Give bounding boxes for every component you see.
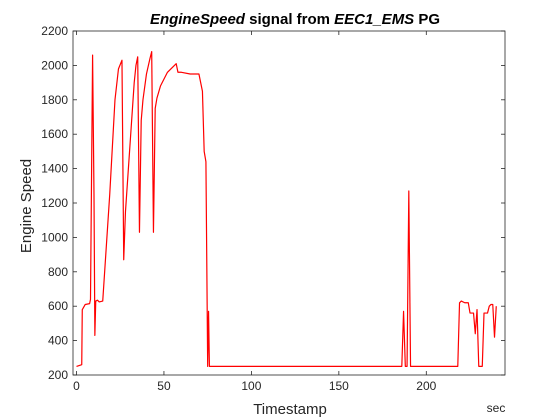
chart-title: EngineSpeed signal from EEC1_EMS PG [150, 11, 440, 28]
y-tick-label: 1000 [41, 230, 68, 244]
x-axis-ticks: 0 50 100 150 200 [73, 31, 437, 393]
y-tick-label: 400 [48, 334, 68, 348]
x-tick-label: 100 [241, 379, 261, 393]
y-tick-label: 1800 [41, 93, 68, 107]
y-tick-label: 600 [48, 299, 68, 313]
y-axis-ticks: 200 400 600 800 1000 1200 1400 1600 1800 2000 2200 [41, 24, 505, 382]
x-axis-title: Timestamp [253, 401, 327, 418]
y-tick-label: 1600 [41, 127, 68, 141]
y-tick-label: 2200 [41, 24, 68, 38]
chart-title-part: signal from [245, 11, 334, 28]
x-axis-unit: sec [487, 401, 506, 415]
chart-title-part: PG [414, 11, 440, 28]
plot-area [72, 30, 506, 376]
x-tick-label: 50 [157, 379, 171, 393]
y-tick-label: 1400 [41, 162, 68, 176]
y-axis-title: Engine Speed [18, 159, 35, 253]
y-tick-label: 800 [48, 265, 68, 279]
x-tick-label: 150 [329, 379, 349, 393]
y-tick-label: 1200 [41, 196, 68, 210]
series-line-0 [76, 51, 497, 367]
y-tick-label: 200 [48, 368, 68, 382]
x-tick-label: 0 [73, 379, 80, 393]
y-tick-label: 2000 [41, 58, 68, 72]
x-tick-label: 200 [416, 379, 436, 393]
chart-title-part: EngineSpeed [150, 11, 246, 28]
chart-title-part: EEC1_EMS [334, 11, 414, 28]
